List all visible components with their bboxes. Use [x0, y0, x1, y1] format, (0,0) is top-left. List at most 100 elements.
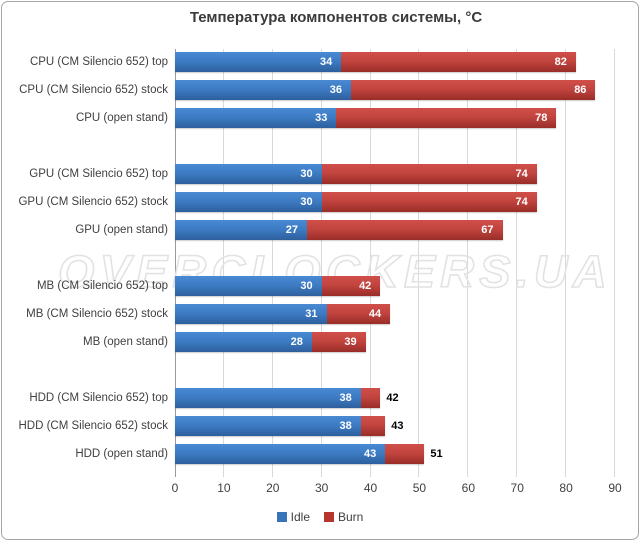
bar-track: 27 67: [175, 220, 615, 240]
legend-swatch-burn: [324, 512, 334, 522]
bar-row: HDD (open stand) 43 51: [0, 440, 615, 468]
burn-value-label: 42: [359, 280, 372, 292]
bar-track: 36 86: [175, 80, 615, 100]
idle-value-label: 34: [319, 56, 333, 68]
burn-bar-segment: 78: [336, 108, 557, 128]
bar-row: CPU (CM Silencio 652) top 34 82: [0, 48, 615, 76]
bar-track: 30 74: [175, 192, 615, 212]
idle-bar-segment: 28: [175, 332, 312, 352]
idle-bar-segment: 27: [175, 220, 307, 240]
gridline: [222, 49, 224, 477]
category-label: CPU (CM Silencio 652) stock: [19, 84, 168, 96]
burn-bar-segment: [360, 388, 381, 408]
idle-value-label: 30: [300, 196, 313, 208]
idle-bar-segment: 30: [175, 164, 322, 184]
burn-value-label: 78: [535, 112, 548, 124]
burn-bar-segment: 44: [326, 304, 391, 324]
x-tick-label: 10: [217, 481, 231, 495]
x-tick-label: 0: [171, 481, 179, 495]
gridline: [516, 49, 518, 477]
x-tick-label: 90: [608, 481, 622, 495]
legend-label: Idle: [290, 510, 310, 524]
burn-value-label: 51: [430, 448, 443, 460]
idle-value-label: 30: [300, 168, 313, 180]
bar-track: 31 44: [175, 304, 615, 324]
burn-value-label: 44: [368, 308, 382, 320]
legend-label: Burn: [338, 510, 364, 524]
legend-swatch-idle: [276, 512, 287, 522]
x-tick-label: 80: [559, 481, 573, 495]
idle-bar-segment: 30: [175, 276, 322, 296]
burn-bar-segment: [385, 444, 425, 464]
bar-track: 28 39: [175, 332, 615, 352]
legend: Idle Burn: [0, 510, 640, 524]
bar-rows: CPU (CM Silencio 652) top 34 82 CPU (CM Sil…: [0, 48, 615, 468]
bar-group-gpu: GPU (CM Silencio 652) top 30 74 GPU (CM Sil…: [0, 160, 615, 244]
gridline: [614, 49, 615, 477]
idle-value-label: 38: [339, 392, 352, 404]
bar-row: GPU (CM Silencio 652) top 30 74: [0, 160, 615, 188]
legend-item-idle: Idle: [276, 510, 310, 524]
y-axis-line: [175, 49, 176, 477]
bar-track: 43 51: [175, 444, 615, 464]
idle-bar-segment: 43: [175, 444, 386, 464]
category-label: GPU (CM Silencio 652) stock: [18, 196, 168, 208]
idle-value-label: 38: [339, 420, 352, 432]
gridline: [467, 49, 469, 477]
gridline: [418, 49, 420, 477]
idle-bar-segment: 33: [175, 108, 337, 128]
category-label: HDD (open stand): [75, 448, 168, 460]
bar-row: MB (CM Silencio 652) top 30 42: [0, 272, 615, 300]
category-label: GPU (open stand): [75, 224, 168, 236]
legend-item-burn: Burn: [324, 510, 363, 524]
bar-track: 33 78: [175, 108, 615, 128]
category-label: GPU (CM Silencio 652) top: [29, 168, 168, 180]
burn-bar-segment: 82: [341, 52, 576, 72]
bar-row: HDD (CM Silencio 652) stock 38 43: [0, 412, 615, 440]
burn-bar-segment: 39: [311, 332, 366, 352]
bar-row: GPU (open stand) 27 67: [0, 216, 615, 244]
burn-bar-segment: 42: [321, 276, 381, 296]
category-label: MB (CM Silencio 652) stock: [26, 308, 168, 320]
bar-track: 38 42: [175, 388, 615, 408]
bar-row: MB (CM Silencio 652) stock 31 44: [0, 300, 615, 328]
gridline: [320, 49, 322, 477]
burn-value-label: 39: [344, 336, 357, 348]
idle-value-label: 28: [290, 336, 303, 348]
category-label: CPU (open stand): [75, 112, 168, 124]
bar-track: 30 42: [175, 276, 615, 296]
gridline: [271, 49, 273, 477]
idle-value-label: 33: [315, 112, 328, 124]
idle-value-label: 27: [285, 224, 298, 236]
gridline: [369, 49, 371, 477]
bar-row: CPU (open stand) 33 78: [0, 104, 615, 132]
idle-bar-segment: 30: [175, 192, 322, 212]
bar-group-cpu: CPU (CM Silencio 652) top 34 82 CPU (CM Sil…: [0, 48, 615, 132]
burn-value-label: 43: [391, 420, 404, 432]
idle-bar-segment: 38: [175, 416, 361, 436]
bar-row: MB (open stand) 28 39: [0, 328, 615, 356]
x-tick-label: 40: [363, 481, 378, 495]
idle-bar-segment: 38: [175, 388, 361, 408]
burn-bar-segment: 67: [307, 220, 503, 240]
burn-value-label: 86: [574, 84, 587, 96]
chart-title: Температура компонентов системы, °C: [189, 9, 483, 26]
x-tick-label: 50: [412, 481, 427, 495]
x-tick-label: 70: [510, 481, 524, 495]
gridline: [565, 49, 567, 477]
category-label: CPU (CM Silencio 652) top: [29, 56, 168, 68]
idle-value-label: 31: [305, 308, 318, 320]
category-label: HDD (CM Silencio 652) top: [29, 392, 168, 404]
idle-value-label: 30: [300, 280, 313, 292]
plot-gridlines: [175, 49, 615, 477]
burn-bar-segment: [360, 416, 386, 436]
bar-row: HDD (CM Silencio 652) top 38 42: [0, 384, 615, 412]
bar-group-hdd: HDD (CM Silencio 652) top 38 42 HDD (CM Sil…: [0, 384, 615, 468]
bar-track: 34 82: [175, 52, 615, 72]
x-tick-label: 30: [314, 481, 329, 495]
bar-track: 38 43: [175, 416, 615, 436]
idle-bar-segment: 36: [175, 80, 351, 100]
x-tick-label: 60: [461, 481, 476, 495]
category-label: MB (CM Silencio 652) top: [36, 280, 168, 292]
burn-value-label: 82: [554, 56, 567, 68]
